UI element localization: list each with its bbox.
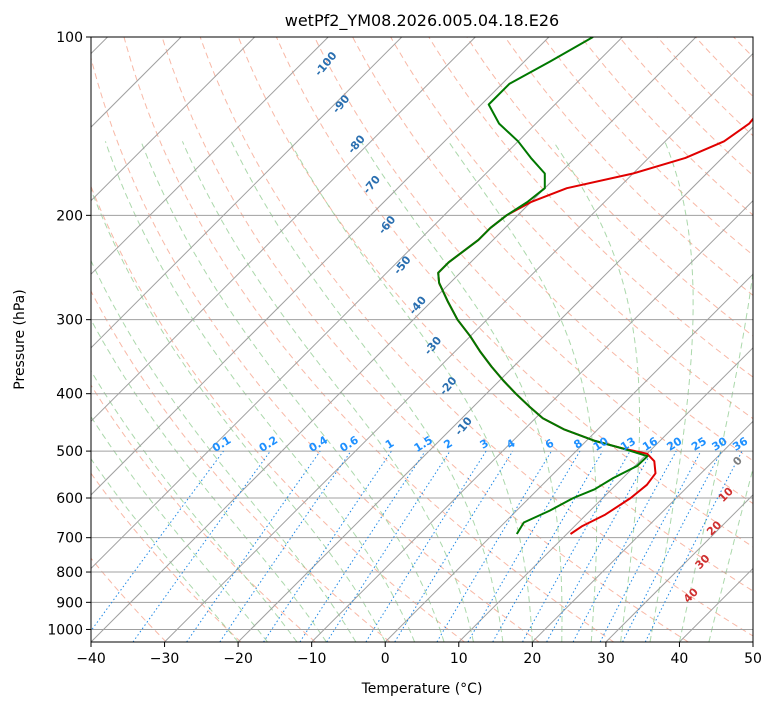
isotherm-line bbox=[458, 347, 753, 642]
y-tick-label: 800 bbox=[56, 565, 83, 581]
chart-axes: −40 −30 −20 −10 0 10 20 30 40 50 1000 900 800 700 600 5… bbox=[47, 30, 762, 667]
x-tick-label: 40 bbox=[671, 651, 689, 667]
mixing-ratio-line bbox=[492, 450, 604, 642]
mixing-ratio-line bbox=[436, 450, 552, 642]
isotherm-line bbox=[91, 37, 329, 275]
isotherm-line bbox=[91, 37, 697, 642]
isotherm-line bbox=[91, 37, 256, 202]
x-tick-label: −20 bbox=[223, 651, 253, 667]
chart-title: wetPf2_YM08.2026.005.04.18.E26 bbox=[285, 11, 559, 31]
isotherm-line bbox=[752, 641, 753, 642]
dry-adiabat-line bbox=[428, 37, 753, 378]
dry-adiabat-line bbox=[91, 185, 465, 642]
y-tick-label: 700 bbox=[56, 531, 83, 547]
dry-adiabat-line bbox=[352, 37, 753, 462]
x-tick-label: 50 bbox=[744, 651, 762, 667]
mixing-ratio-line bbox=[299, 450, 426, 642]
dry-adiabat-line bbox=[161, 37, 689, 642]
y-tick-label: 300 bbox=[56, 313, 83, 329]
x-tick-label: −30 bbox=[150, 651, 180, 667]
mixing-ratio-line bbox=[522, 450, 631, 642]
dry-adiabat-line bbox=[580, 37, 753, 216]
dry-adiabat-line bbox=[91, 290, 391, 642]
dry-adiabat-line bbox=[91, 56, 540, 642]
mixing-ratio-line bbox=[219, 450, 352, 642]
x-tick-label: 20 bbox=[523, 651, 541, 667]
mixing-ratio-line bbox=[394, 450, 514, 642]
x-axis-title: Temperature (°C) bbox=[361, 681, 483, 697]
chart-series bbox=[437, 37, 753, 535]
dewpoint-profile-line bbox=[437, 37, 649, 535]
dry-adiabat-line bbox=[504, 37, 753, 296]
mixing-ratio-line bbox=[263, 450, 392, 642]
chart-gridlines bbox=[91, 37, 753, 642]
isotherm-line bbox=[91, 37, 476, 423]
y-tick-label: 200 bbox=[56, 208, 83, 224]
mixing-ratio-line bbox=[186, 450, 321, 642]
y-tick-label: 400 bbox=[56, 387, 83, 403]
isotherm-line bbox=[91, 37, 550, 496]
plot-area bbox=[91, 37, 753, 642]
dry-adiabat-line bbox=[91, 384, 316, 642]
isotherm-line bbox=[164, 52, 753, 642]
dry-adiabat-line bbox=[466, 37, 753, 337]
dry-adiabat-line bbox=[314, 37, 753, 505]
dry-adiabat-line bbox=[390, 37, 753, 420]
isotherm-line bbox=[531, 420, 753, 642]
y-tick-label: 900 bbox=[56, 595, 83, 611]
mixing-ratio-line bbox=[546, 450, 653, 642]
dry-adiabat-line bbox=[199, 37, 753, 637]
isotherm-line bbox=[384, 273, 753, 642]
y-tick-label: 500 bbox=[56, 444, 83, 460]
mixing-ratio-line bbox=[467, 450, 581, 642]
mixing-ratio-line bbox=[644, 450, 743, 642]
isotherm-line bbox=[605, 494, 753, 642]
x-tick-label: 0 bbox=[381, 651, 390, 667]
isotherm-line bbox=[91, 37, 623, 570]
mixing-ratio-line bbox=[132, 450, 271, 642]
x-tick-label: −40 bbox=[76, 651, 106, 667]
plot-frame bbox=[90, 36, 754, 643]
chart-background bbox=[91, 37, 753, 642]
isotherm-line bbox=[311, 199, 753, 642]
dry-adiabat-line bbox=[123, 37, 614, 642]
isotherm-line bbox=[237, 126, 753, 642]
dry-adiabat-line bbox=[237, 37, 753, 592]
y-tick-label: 1000 bbox=[47, 622, 83, 638]
y-axis-title: Pressure (hPa) bbox=[12, 289, 28, 389]
isotherm-line bbox=[91, 37, 403, 349]
dry-adiabat-line bbox=[275, 37, 753, 548]
y-tick-label: 600 bbox=[56, 491, 83, 507]
x-tick-label: 30 bbox=[597, 651, 615, 667]
dry-adiabat-line bbox=[618, 37, 753, 177]
x-tick-label: 10 bbox=[450, 651, 468, 667]
y-tick-label: 100 bbox=[56, 30, 83, 46]
x-tick-label: −10 bbox=[297, 651, 327, 667]
